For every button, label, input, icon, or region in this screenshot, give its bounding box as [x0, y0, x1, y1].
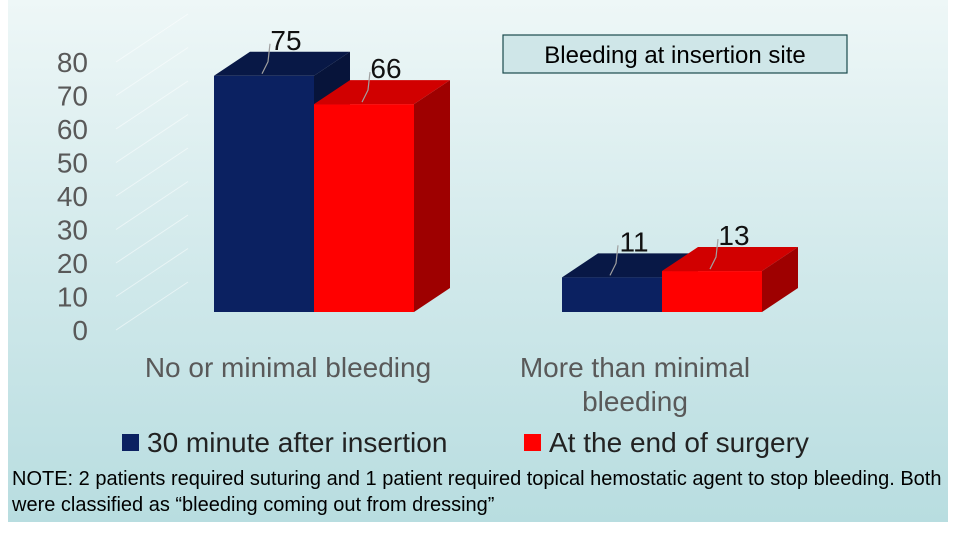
legend-swatch	[524, 434, 541, 451]
y-tick-label: 80	[57, 47, 88, 78]
x-category-label: More than minimal bleeding	[520, 352, 750, 417]
floor-line	[115, 181, 189, 230]
y-tick-label: 50	[57, 148, 88, 179]
data-label: 75	[270, 25, 301, 56]
floor-line	[115, 147, 189, 197]
bar-top	[662, 247, 798, 272]
footnote: NOTE: 2 patients required suturing and 1…	[12, 468, 942, 516]
floor-line	[115, 281, 189, 331]
bar-top	[314, 80, 450, 105]
y-tick-label: 40	[57, 181, 88, 212]
legend-label: 30 minute after insertion	[147, 427, 447, 458]
floor-line	[115, 47, 189, 96]
floor-line	[115, 80, 189, 130]
floor-line	[115, 214, 189, 264]
bar-side	[762, 247, 798, 312]
data-label-leader	[609, 245, 619, 276]
data-label: 13	[718, 220, 749, 251]
x-category-label: No or minimal bleeding	[145, 352, 431, 383]
data-label-leader	[261, 43, 271, 75]
legend-swatch	[122, 434, 139, 451]
data-label: 11	[619, 226, 648, 257]
bar-front	[562, 277, 662, 312]
y-tick-label: 10	[57, 282, 88, 313]
bar-front	[314, 104, 414, 312]
y-tick-label: 20	[57, 248, 88, 279]
y-tick-label: 70	[57, 81, 88, 112]
bar-side	[414, 80, 450, 312]
chart-title-box	[502, 34, 848, 74]
bar-top	[214, 51, 350, 76]
floor-line	[115, 114, 189, 163]
data-label-leader	[709, 238, 719, 270]
floor-line	[115, 248, 189, 297]
floor-line	[115, 13, 189, 63]
chart-title: Bleeding at insertion site	[544, 42, 806, 69]
y-tick-label: 60	[57, 114, 88, 145]
legend-label: At the end of surgery	[549, 427, 809, 458]
y-tick-label: 30	[57, 215, 88, 246]
bar-front	[662, 271, 762, 312]
bar-front	[214, 75, 314, 312]
data-label: 66	[370, 53, 401, 84]
y-tick-label: 0	[72, 315, 88, 346]
data-label-leader	[361, 72, 371, 103]
